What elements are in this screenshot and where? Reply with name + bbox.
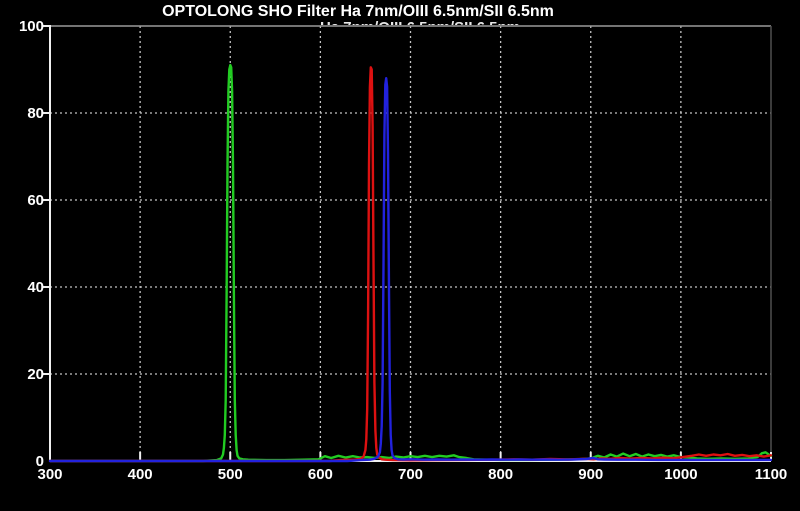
y-tick-label: 100 bbox=[18, 18, 44, 35]
series-curve-sii-6-5nm bbox=[48, 76, 773, 463]
clipped-text-artifact: Ha 7nm/OIII 6.5nm/SII 6.5nm bbox=[310, 19, 530, 25]
x-tick-label: 1100 bbox=[754, 466, 788, 483]
y-tick-label: 80 bbox=[27, 105, 44, 122]
chart-title: OPTOLONG SHO Filter Ha 7nm/OIII 6.5nm/SI… bbox=[162, 3, 554, 20]
x-tick-label: 900 bbox=[578, 466, 604, 483]
x-tick-label: 1000 bbox=[664, 466, 698, 483]
x-tick-label: 600 bbox=[307, 466, 333, 483]
y-tick-label: 0 bbox=[35, 453, 44, 470]
x-tick-label: 700 bbox=[397, 466, 424, 483]
y-tick-label: 60 bbox=[27, 192, 44, 209]
y-tick-label: 40 bbox=[27, 279, 44, 296]
x-tick-label: 800 bbox=[488, 466, 514, 483]
y-tick-label: 20 bbox=[27, 366, 44, 383]
series-curve-oiii-6-5nm bbox=[48, 63, 773, 463]
x-tick-label: 500 bbox=[217, 466, 243, 483]
x-tick-label: 300 bbox=[37, 466, 63, 483]
x-tick-label: 400 bbox=[127, 466, 153, 483]
clipped-text: Ha 7nm/OIII 6.5nm/SII 6.5nm bbox=[320, 19, 520, 25]
